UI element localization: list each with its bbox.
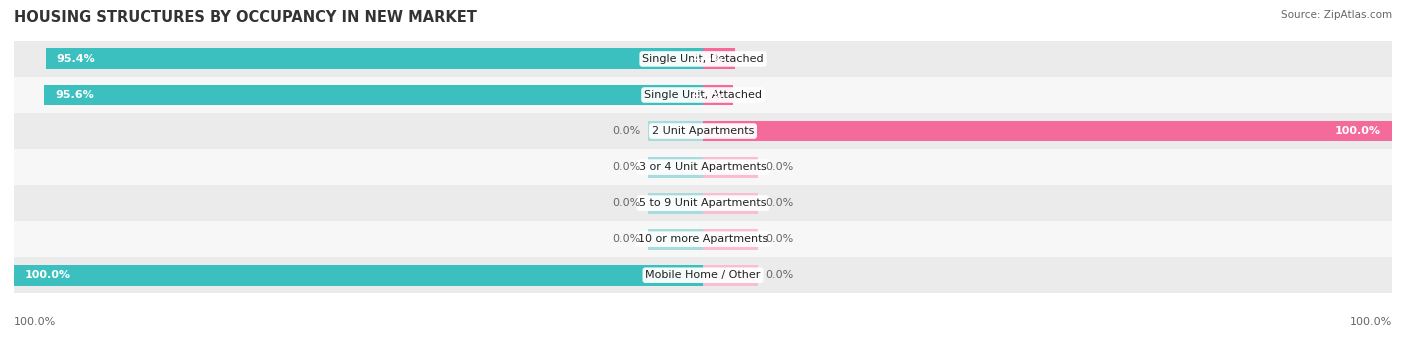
Text: 0.0%: 0.0% [765, 270, 793, 280]
Text: 10 or more Apartments: 10 or more Apartments [638, 234, 768, 244]
Bar [45, 85, 703, 105]
Text: 95.6%: 95.6% [55, 90, 94, 100]
Text: 100.0%: 100.0% [14, 317, 56, 327]
Bar [648, 121, 703, 142]
Bar [14, 185, 1392, 221]
Bar [14, 221, 1392, 257]
Text: 4.6%: 4.6% [693, 54, 724, 64]
Bar [703, 193, 758, 213]
Text: 0.0%: 0.0% [613, 234, 641, 244]
Bar [648, 193, 703, 213]
Text: 0.0%: 0.0% [765, 162, 793, 172]
Text: HOUSING STRUCTURES BY OCCUPANCY IN NEW MARKET: HOUSING STRUCTURES BY OCCUPANCY IN NEW M… [14, 10, 477, 25]
Bar [703, 229, 758, 250]
Text: Single Unit, Attached: Single Unit, Attached [644, 90, 762, 100]
Bar [648, 157, 703, 178]
Bar [648, 229, 703, 250]
Text: 0.0%: 0.0% [765, 234, 793, 244]
Bar [14, 77, 1392, 113]
Text: 95.4%: 95.4% [56, 54, 96, 64]
Bar [703, 121, 1392, 142]
Text: 100.0%: 100.0% [25, 270, 72, 280]
Text: Single Unit, Detached: Single Unit, Detached [643, 54, 763, 64]
Text: 100.0%: 100.0% [1334, 126, 1381, 136]
Text: 2 Unit Apartments: 2 Unit Apartments [652, 126, 754, 136]
Text: Mobile Home / Other: Mobile Home / Other [645, 270, 761, 280]
Text: 0.0%: 0.0% [613, 198, 641, 208]
Text: Source: ZipAtlas.com: Source: ZipAtlas.com [1281, 10, 1392, 20]
Bar [14, 257, 1392, 293]
Bar [14, 41, 1392, 77]
Text: 4.4%: 4.4% [692, 90, 723, 100]
Legend: Owner-occupied, Renter-occupied: Owner-occupied, Renter-occupied [583, 339, 823, 341]
Text: 0.0%: 0.0% [613, 162, 641, 172]
Text: 5 to 9 Unit Apartments: 5 to 9 Unit Apartments [640, 198, 766, 208]
Text: 0.0%: 0.0% [765, 198, 793, 208]
Bar [703, 157, 758, 178]
Text: 3 or 4 Unit Apartments: 3 or 4 Unit Apartments [640, 162, 766, 172]
Text: 0.0%: 0.0% [613, 126, 641, 136]
Bar [14, 149, 1392, 185]
Text: 100.0%: 100.0% [1350, 317, 1392, 327]
Bar [46, 48, 703, 70]
Bar [703, 85, 734, 105]
Bar [703, 265, 758, 286]
Bar [703, 48, 735, 70]
Bar [14, 113, 1392, 149]
Bar [14, 265, 703, 286]
